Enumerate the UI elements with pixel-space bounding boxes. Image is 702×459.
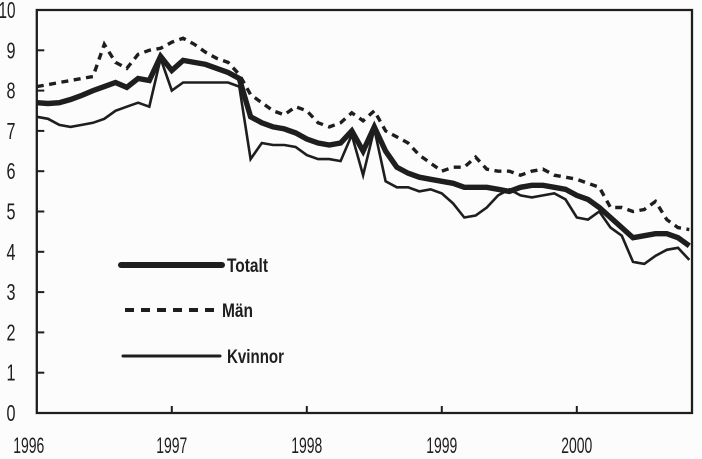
y-tick-label: 7 — [7, 118, 16, 144]
series-line-totalt — [36, 51, 691, 248]
x-tick-label: 1998 — [291, 433, 322, 458]
series-line-mn — [36, 36, 690, 232]
plot-frame — [35, 8, 694, 415]
legend: Totalt Män Kvinnor — [118, 256, 284, 368]
y-tick-label: 5 — [7, 199, 16, 225]
x-tick-label: 1999 — [426, 433, 457, 458]
y-tick-label: 0 — [7, 400, 16, 426]
x-tick-label: 2000 — [561, 433, 592, 458]
x-tick-label: 1997 — [156, 433, 187, 458]
y-axis-labels: 0 1 2 3 4 5 6 7 8 9 10 — [0, 0, 16, 426]
y-tick-label: 3 — [7, 279, 16, 305]
series-lines — [36, 36, 691, 266]
y-tick-label: 1 — [7, 360, 16, 386]
y-tick-label: 6 — [7, 158, 16, 184]
series-line-kvinnor — [36, 53, 691, 266]
y-axis-ticks — [36, 49, 45, 374]
x-axis-labels: 1996 1997 1998 1999 2000 — [13, 433, 592, 458]
x-axis-ticks — [170, 406, 578, 413]
y-tick-label: 2 — [7, 319, 16, 345]
x-tick-label: 1996 — [13, 433, 44, 458]
legend-label-totalt: Totalt — [227, 256, 269, 277]
legend-label-mn: Män — [222, 301, 253, 322]
y-tick-label: 10 — [0, 0, 16, 23]
y-tick-label: 9 — [7, 37, 16, 63]
legend-label-kvinnor: Kvinnor — [227, 347, 284, 368]
y-tick-label: 8 — [7, 78, 16, 104]
plot-border — [35, 8, 694, 415]
y-tick-label: 4 — [7, 239, 16, 265]
